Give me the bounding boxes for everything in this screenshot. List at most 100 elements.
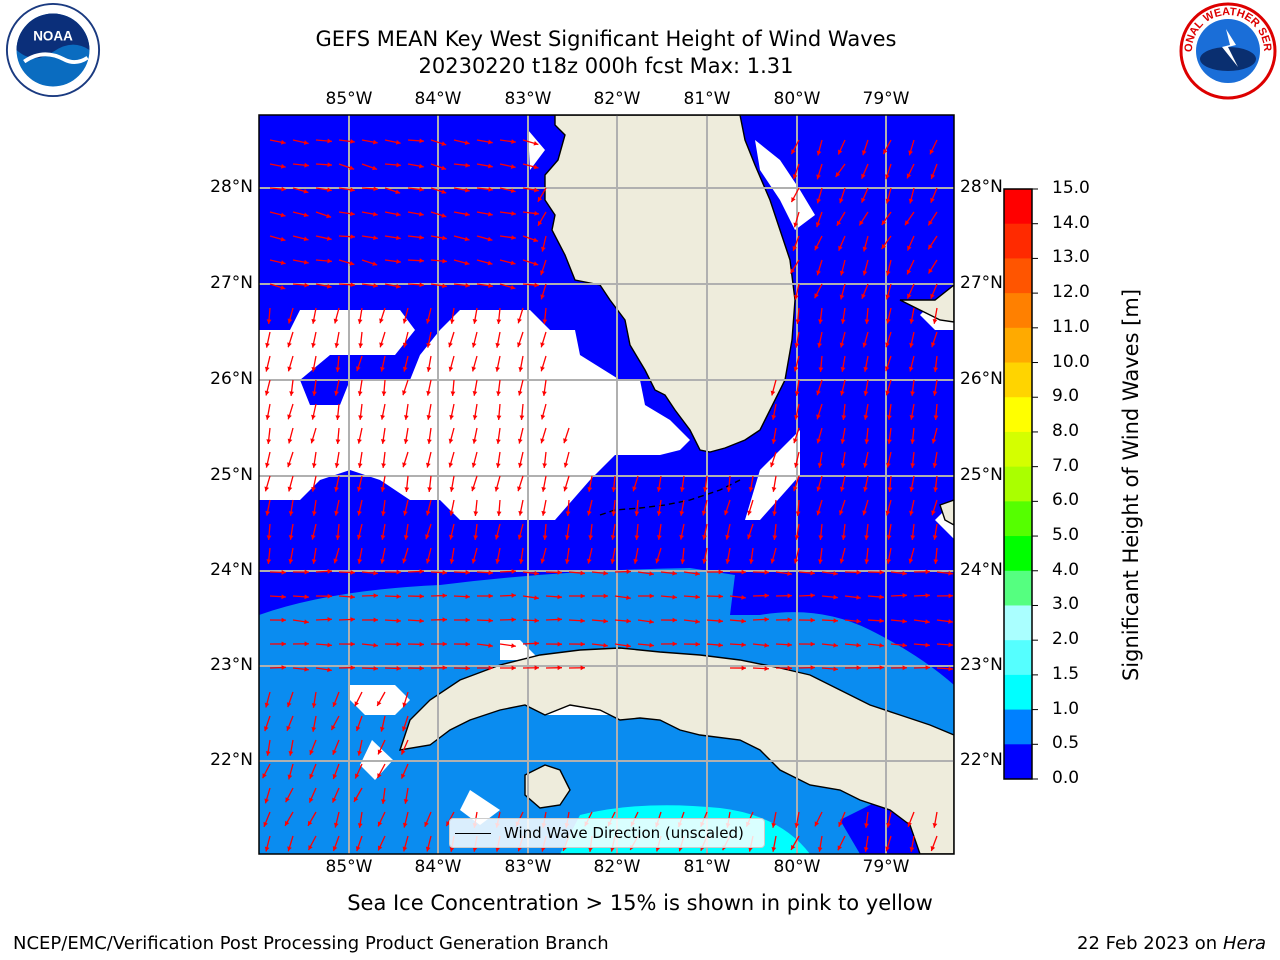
wave-arrow-head bbox=[909, 510, 914, 516]
wave-arrow-head bbox=[885, 174, 890, 180]
wave-arrow-head bbox=[446, 821, 451, 827]
wave-arrow-head bbox=[588, 535, 594, 540]
wave-arrow-head bbox=[373, 283, 378, 288]
wave-arrow-head bbox=[810, 665, 815, 671]
wave-arrow-head bbox=[350, 594, 355, 600]
wave-arrow-head bbox=[795, 511, 801, 516]
wave-arrow-head bbox=[932, 391, 938, 396]
wave-arrow-head bbox=[358, 343, 364, 348]
wave-arrow-head bbox=[565, 511, 571, 516]
wave-arrow-head bbox=[909, 847, 915, 852]
wave-arrow-head bbox=[403, 535, 409, 540]
wave-arrow-head bbox=[281, 641, 286, 647]
wave-arrow-head bbox=[288, 511, 294, 516]
wave-arrow-head bbox=[263, 726, 269, 732]
wave-arrow-head bbox=[885, 510, 891, 516]
footer-credit: NCEP/EMC/Verification Post Processing Pr… bbox=[13, 933, 609, 954]
wave-arrow-head bbox=[910, 439, 916, 444]
lat-tick: 24°N bbox=[210, 560, 253, 580]
wave-arrow-head bbox=[930, 293, 935, 299]
wave-arrow-head bbox=[332, 749, 337, 755]
wave-arrow-head bbox=[354, 773, 360, 779]
wave-arrow-head bbox=[541, 486, 547, 492]
wave-arrow-head bbox=[264, 390, 270, 396]
colorbar-bin bbox=[1004, 397, 1032, 433]
wave-arrow-head bbox=[285, 820, 290, 826]
wave-arrow-head bbox=[472, 415, 478, 420]
wave-arrow-head bbox=[442, 617, 447, 623]
wave-arrow-head bbox=[718, 569, 723, 575]
wave-arrow-head bbox=[425, 462, 431, 468]
wave-arrow-head bbox=[517, 342, 522, 348]
wave-arrow-head bbox=[725, 558, 731, 564]
wave-arrow-head bbox=[511, 211, 516, 216]
wave-arrow-head bbox=[356, 534, 362, 540]
colorbar-tick: 10.0 bbox=[1052, 351, 1090, 372]
wave-arrow-head bbox=[311, 559, 317, 564]
wave-arrow-head bbox=[496, 415, 502, 420]
wave-arrow-head bbox=[586, 510, 592, 516]
wave-arrow-head bbox=[864, 559, 870, 564]
wave-arrow-head bbox=[885, 342, 890, 348]
wave-arrow-head bbox=[818, 535, 824, 540]
wave-arrow-head bbox=[448, 462, 454, 468]
wave-arrow-head bbox=[862, 246, 868, 252]
wave-arrow-head bbox=[441, 189, 447, 194]
wave-arrow-head bbox=[511, 665, 516, 671]
wave-arrow-head bbox=[488, 618, 493, 623]
wave-arrow-head bbox=[795, 319, 801, 324]
colorbar-tick: 2.0 bbox=[1052, 629, 1080, 650]
wave-arrow-head bbox=[377, 700, 382, 706]
wave-arrow-head bbox=[442, 283, 447, 289]
wave-arrow-head bbox=[349, 165, 355, 171]
colorbar-tick: 15.0 bbox=[1052, 178, 1090, 198]
wave-arrow-head bbox=[817, 463, 823, 468]
wave-arrow-head bbox=[372, 139, 378, 145]
wave-arrow-head bbox=[373, 666, 378, 671]
wave-arrow-head bbox=[856, 569, 861, 575]
lon-tick: 79°W bbox=[862, 857, 910, 877]
wave-arrow-head bbox=[395, 139, 401, 145]
wave-arrow-head bbox=[932, 319, 938, 324]
wave-arrow-head bbox=[395, 211, 401, 217]
wave-arrow-head bbox=[449, 559, 455, 564]
wave-arrow-head bbox=[741, 569, 746, 575]
wave-arrow-head bbox=[741, 594, 746, 600]
wave-arrow-head bbox=[350, 139, 355, 144]
wave-arrow-head bbox=[402, 462, 407, 468]
wave-arrow-head bbox=[787, 665, 792, 671]
wave-arrow-head bbox=[442, 258, 447, 264]
wave-arrow-head bbox=[925, 593, 930, 598]
wave-arrow-head bbox=[748, 487, 754, 492]
wave-arrow-head bbox=[764, 642, 769, 648]
wave-arrow-head bbox=[510, 284, 516, 290]
wave-arrow-head bbox=[883, 149, 888, 155]
wave-arrow-head bbox=[907, 821, 912, 827]
wave-arrow-head bbox=[448, 366, 454, 372]
wave-arrow-head bbox=[603, 618, 608, 624]
wave-arrow-head bbox=[333, 318, 339, 324]
wave-arrow-head bbox=[465, 162, 470, 168]
wave-arrow-head bbox=[395, 189, 401, 195]
wave-arrow-head bbox=[357, 750, 362, 756]
wave-arrow-head bbox=[495, 846, 501, 852]
colorbar-tick: 7.0 bbox=[1052, 455, 1080, 476]
wave-arrow-head bbox=[473, 535, 479, 540]
wave-arrow-head bbox=[534, 641, 539, 646]
colorbar-label: Significant Height of Wind Waves [m] bbox=[1119, 288, 1143, 682]
wave-arrow-head bbox=[906, 173, 912, 179]
lon-tick: 81°W bbox=[683, 89, 731, 109]
wave-arrow-head bbox=[308, 845, 313, 851]
wave-arrow-head bbox=[488, 163, 493, 169]
wave-arrow-head bbox=[442, 570, 447, 575]
chart-title: GEFS MEAN Key West Significant Height of… bbox=[315, 27, 897, 51]
wave-arrow-head bbox=[311, 342, 316, 348]
wave-arrow-head bbox=[610, 535, 616, 540]
wave-arrow-head bbox=[564, 535, 570, 540]
colorbar-bin bbox=[1004, 536, 1032, 572]
wave-arrow-head bbox=[372, 261, 378, 266]
wave-arrow-head bbox=[350, 641, 355, 647]
wave-arrow-head bbox=[327, 569, 332, 574]
wave-arrow-head bbox=[511, 617, 516, 623]
wave-arrow-head bbox=[587, 486, 593, 492]
